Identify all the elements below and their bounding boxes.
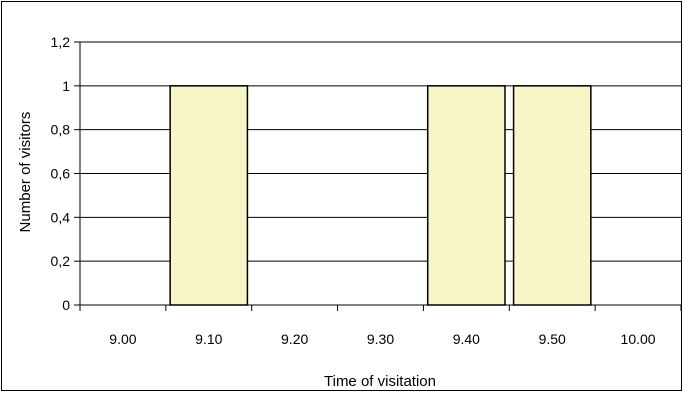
- bars: [169, 85, 592, 306]
- y-tick-label: 0,8: [51, 122, 71, 138]
- x-tick-label: 9.00: [109, 331, 136, 347]
- axes: [74, 41, 682, 311]
- y-tick-label: 0,4: [51, 209, 71, 225]
- bar: [512, 85, 592, 306]
- y-tick-label: 0: [62, 297, 70, 313]
- y-tick-label: 0,2: [51, 253, 71, 269]
- x-tick-label: 9.20: [281, 331, 308, 347]
- x-tick-label: 9.30: [367, 331, 394, 347]
- x-axis-title: Time of visitation: [324, 373, 436, 390]
- y-axis-title: Number of visitors: [17, 112, 34, 233]
- y-tick-label: 0,6: [51, 166, 71, 182]
- y-tick-label: 1: [62, 78, 70, 94]
- x-tick-label: 9.50: [539, 331, 566, 347]
- y-tick-label: 1,2: [51, 34, 71, 50]
- bar: [426, 85, 506, 306]
- y-tick-labels: 0 0,2 0,4 0,6 0,8 1 1,2: [51, 34, 71, 313]
- x-tick-labels: 9.00 9.10 9.20 9.30 9.40 9.50 10.00: [109, 331, 655, 347]
- x-tick-label: 9.10: [195, 331, 222, 347]
- x-tick-label: 10.00: [621, 331, 656, 347]
- bar: [169, 85, 249, 306]
- x-tick-label: 9.40: [453, 331, 480, 347]
